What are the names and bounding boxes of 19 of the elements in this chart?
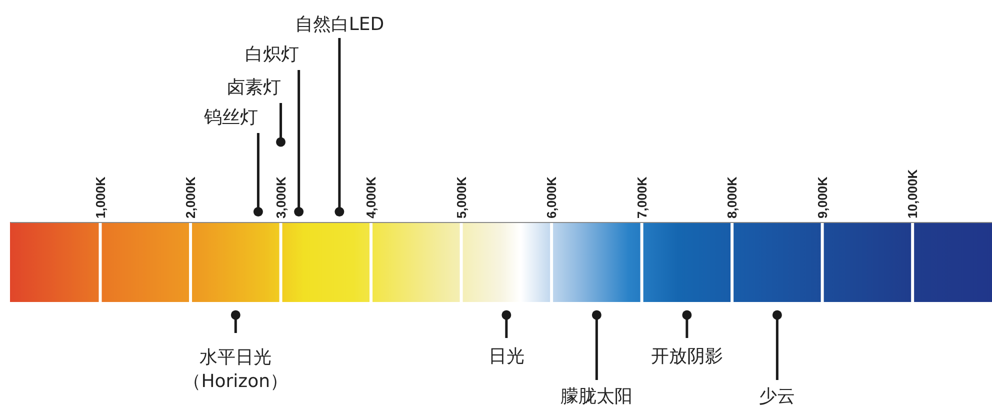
x-tick-label: 5,000K <box>454 176 469 218</box>
x-tick-label: 1,000K <box>92 176 108 218</box>
annotation: 开放阴影 <box>650 346 723 367</box>
annotation: 少云 <box>759 386 796 407</box>
annotation: 钨丝灯 <box>203 107 258 128</box>
annotation: 卤素灯 <box>226 77 281 98</box>
x-tick-label: 8,000K <box>724 176 740 218</box>
x-tick-label: 9,000K <box>814 176 830 218</box>
annotation: 朦胧太阳 <box>560 386 633 407</box>
annotation: 自然白LED <box>294 14 384 35</box>
x-tick-label: 4,000K <box>364 176 379 218</box>
x-tick-label: 7,000K <box>634 176 650 218</box>
annotation: 日光 <box>488 346 524 367</box>
x-tick-label: 3,000K <box>273 176 288 218</box>
annotation: 水平日光（Horizon） <box>183 347 288 392</box>
annotation: 白炽灯 <box>244 44 299 65</box>
x-tick-label: 6,000K <box>544 176 560 218</box>
x-tick-label: 10,000K <box>905 168 920 218</box>
x-tick-label: 2,000K <box>183 176 198 218</box>
